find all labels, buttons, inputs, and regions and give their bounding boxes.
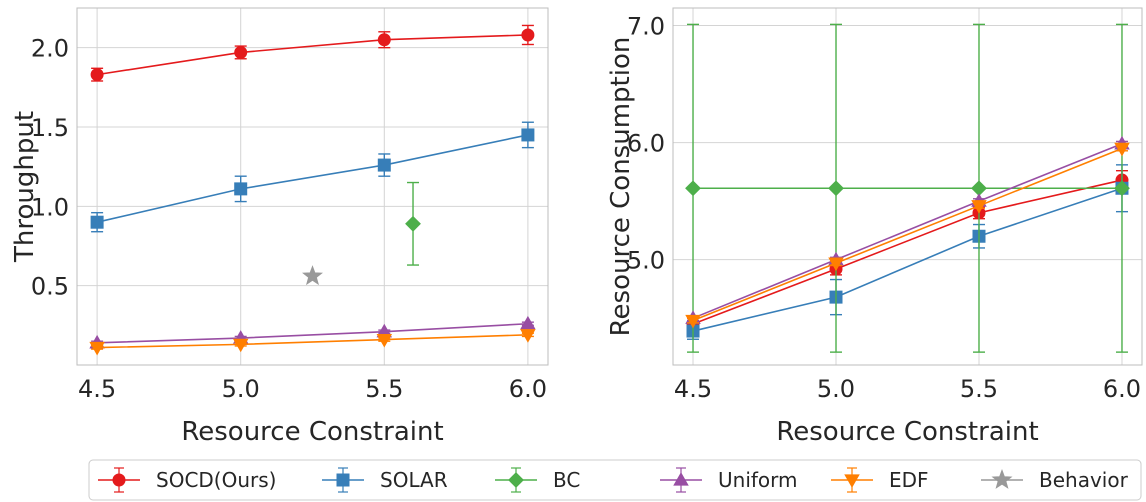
data-point <box>971 200 987 214</box>
data-point <box>521 28 535 42</box>
data-point <box>828 180 844 197</box>
series-line <box>692 143 1123 319</box>
legend-entry-socd-ours-: SOCD(Ours) <box>98 467 276 493</box>
series-solar <box>90 121 535 233</box>
data-point <box>828 257 844 272</box>
data-point <box>1114 180 1130 197</box>
series-behavior <box>302 265 323 286</box>
plot-frame <box>672 7 1143 366</box>
series-line <box>97 334 528 349</box>
data-point <box>685 314 701 329</box>
data-point <box>89 341 105 356</box>
legend-marker <box>991 468 1013 489</box>
legend-entry-uniform: Uniform <box>660 467 798 493</box>
data-point <box>685 180 701 197</box>
series-line <box>97 322 528 344</box>
series-bc <box>405 181 421 266</box>
series-edf <box>685 142 1130 329</box>
throughput-chart: 4.5 5.0 5.5 6.0 0.5 1.0 1.5 2.0 Resource Constra… <box>10 7 549 447</box>
y-tick-label: 2.0 <box>31 35 69 63</box>
data-point <box>377 33 391 47</box>
series-line <box>692 147 1123 322</box>
legend-entry-solar: SOLAR <box>322 467 448 493</box>
data-point <box>1114 142 1130 157</box>
x-tick-label: 4.5 <box>674 375 712 403</box>
y-axis-label: Resource Consumption <box>606 37 636 337</box>
legend-entry-bc: BC <box>495 467 580 493</box>
series-uniform <box>685 135 1130 324</box>
legend-label: EDF <box>889 468 929 492</box>
data-point <box>521 128 535 142</box>
legend-entry-edf: EDF <box>831 467 929 493</box>
x-axis-label: Resource Constraint <box>181 417 443 447</box>
legend-label: BC <box>553 468 580 492</box>
data-point <box>520 315 536 330</box>
y-tick-label: 1.0 <box>31 193 69 221</box>
series-line <box>692 187 1123 332</box>
data-point <box>302 265 323 286</box>
legend-label: SOCD(Ours) <box>156 468 276 492</box>
y-axis-label: Throughput <box>10 111 40 263</box>
data-point <box>234 182 248 196</box>
y-tick-label: 7.0 <box>627 13 665 41</box>
data-point <box>377 158 391 172</box>
y-tick-label: 1.5 <box>31 114 69 142</box>
y-tick-label: 6.0 <box>627 130 665 158</box>
series-bc <box>685 23 1130 353</box>
series-solar <box>686 164 1129 340</box>
data-point <box>90 68 104 82</box>
resource-consumption-chart: 4.5 5.0 5.5 6.0 5.0 6.0 7.0 Resource Constraint… <box>606 7 1143 447</box>
legend-label: SOLAR <box>380 468 448 492</box>
x-tick-label: 4.5 <box>78 375 116 403</box>
legend-label: Uniform <box>718 468 798 492</box>
x-tick-label: 6.0 <box>509 375 547 403</box>
plot-frame <box>76 7 549 366</box>
legend-marker <box>112 473 126 487</box>
x-tick-label: 6.0 <box>1103 375 1141 403</box>
legend-box <box>88 459 1142 501</box>
data-point <box>232 338 249 353</box>
legend-label: Behavior <box>1039 468 1129 492</box>
x-tick-label: 5.5 <box>960 375 998 403</box>
legend-marker <box>336 473 350 487</box>
series-edf <box>89 329 536 356</box>
legend-marker <box>844 474 860 488</box>
x-tick-label: 5.5 <box>365 375 403 403</box>
series-uniform <box>89 315 536 349</box>
legend-marker <box>508 472 524 488</box>
data-point <box>405 215 421 232</box>
data-point <box>376 333 393 348</box>
legend-entry-behavior: Behavior <box>981 468 1129 492</box>
legend: SOCD(Ours) SOLAR BC Uniform EDF Behavior <box>88 459 1142 501</box>
data-point <box>520 329 536 343</box>
series-line <box>96 34 528 76</box>
x-axis-label: Resource Constraint <box>776 417 1038 447</box>
series-socd-ours- <box>686 169 1129 331</box>
legend-marker <box>673 472 689 486</box>
series-line <box>692 179 1123 325</box>
x-tick-label: 5.0 <box>222 375 260 403</box>
data-point <box>234 45 248 59</box>
y-tick-label: 5.0 <box>627 247 665 275</box>
series-line <box>96 134 529 223</box>
x-tick-label: 5.0 <box>817 375 855 403</box>
series-socd-ours- <box>90 24 535 82</box>
y-tick-label: 0.5 <box>31 273 69 301</box>
data-point <box>90 215 104 229</box>
